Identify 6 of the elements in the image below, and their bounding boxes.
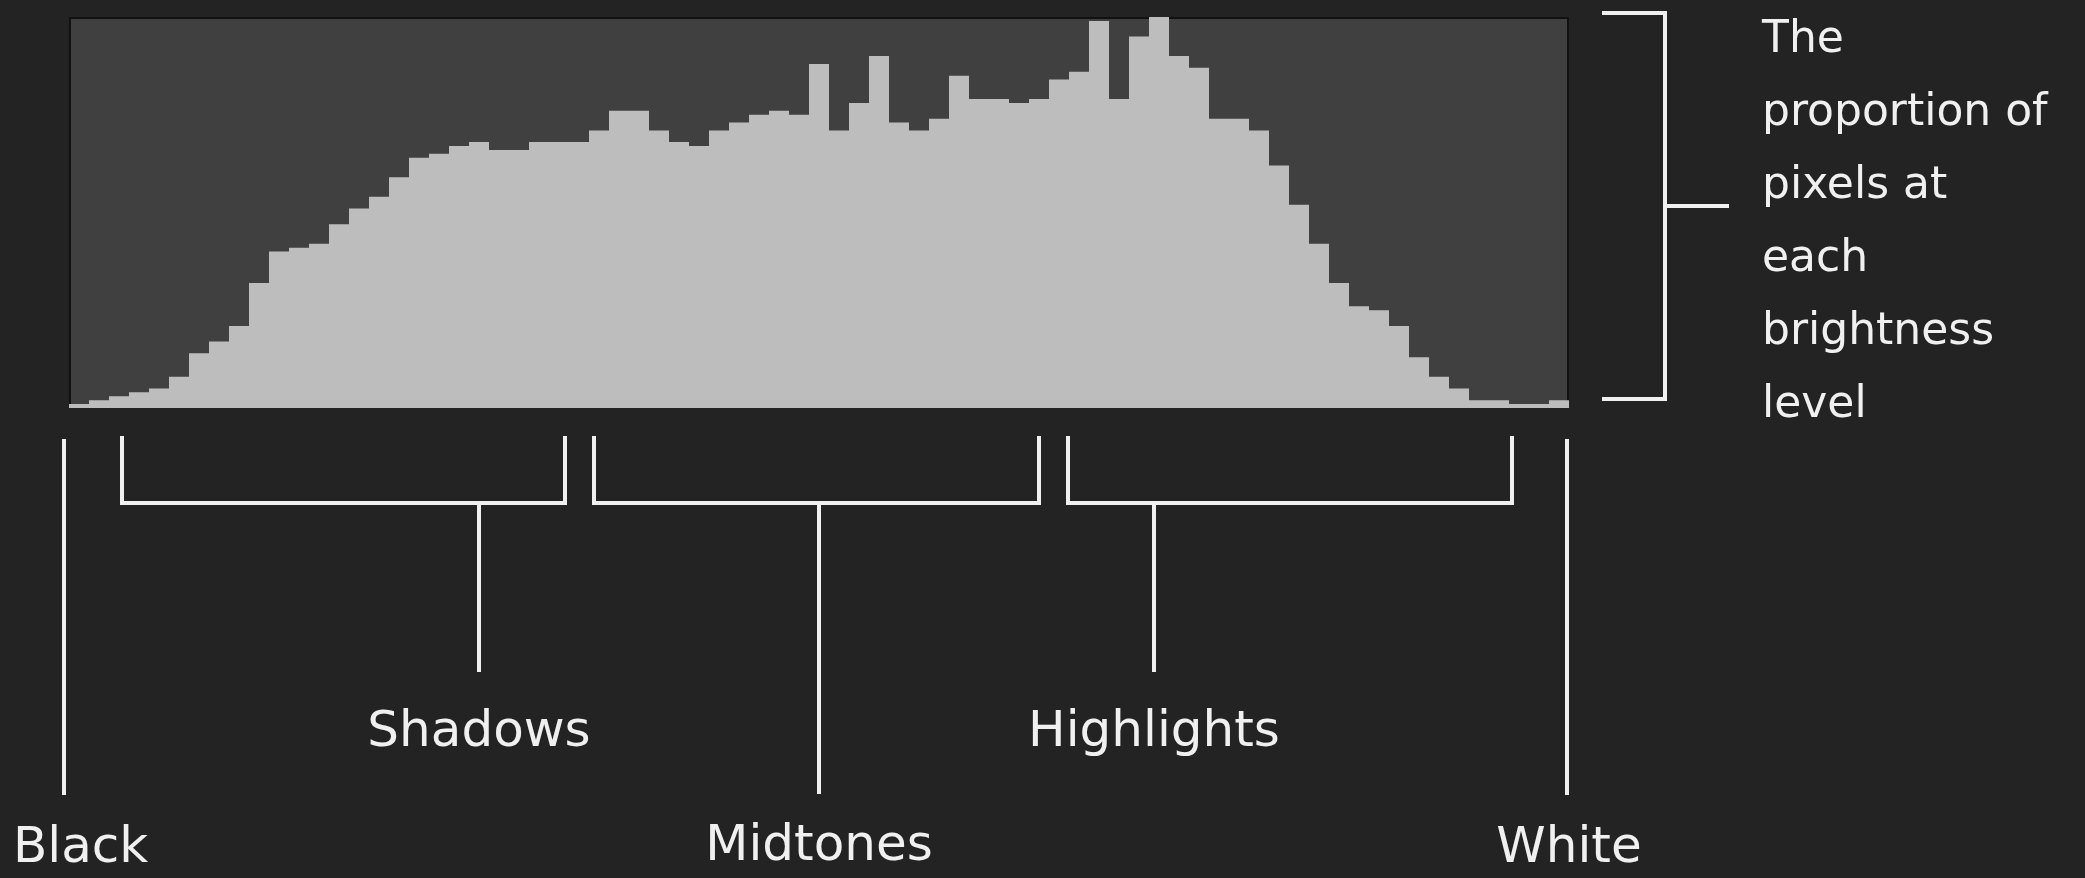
text: Shadows [367,700,591,758]
text: The proportion of pixels at each brightness level [1761,11,2050,427]
text: White [1496,816,1642,874]
text: Black [13,816,149,874]
text: Midtones [705,814,933,872]
text: Highlights [1028,700,1280,758]
